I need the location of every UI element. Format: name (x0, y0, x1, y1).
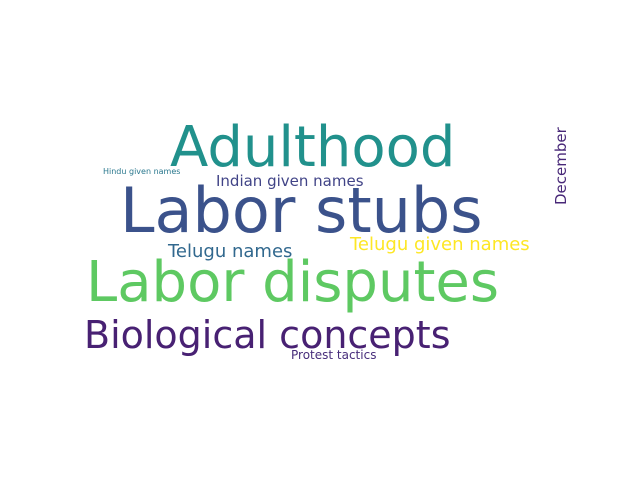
word-biological-concepts: Biological concepts (84, 313, 451, 357)
word-indian-given-names: Indian given names (216, 172, 364, 190)
word-labor-disputes: Labor disputes (86, 250, 500, 315)
word-telugu-given-names: Telugu given names (350, 234, 530, 255)
word-december: December (552, 127, 570, 205)
word-protest-tactics: Protest tactics (291, 348, 377, 362)
word-telugu-names: Telugu names (168, 241, 293, 262)
word-hindu-given-names: Hindu given names (103, 167, 181, 176)
word-labor-stubs: Labor stubs (120, 174, 483, 247)
word-adulthood: Adulthood (170, 115, 456, 180)
